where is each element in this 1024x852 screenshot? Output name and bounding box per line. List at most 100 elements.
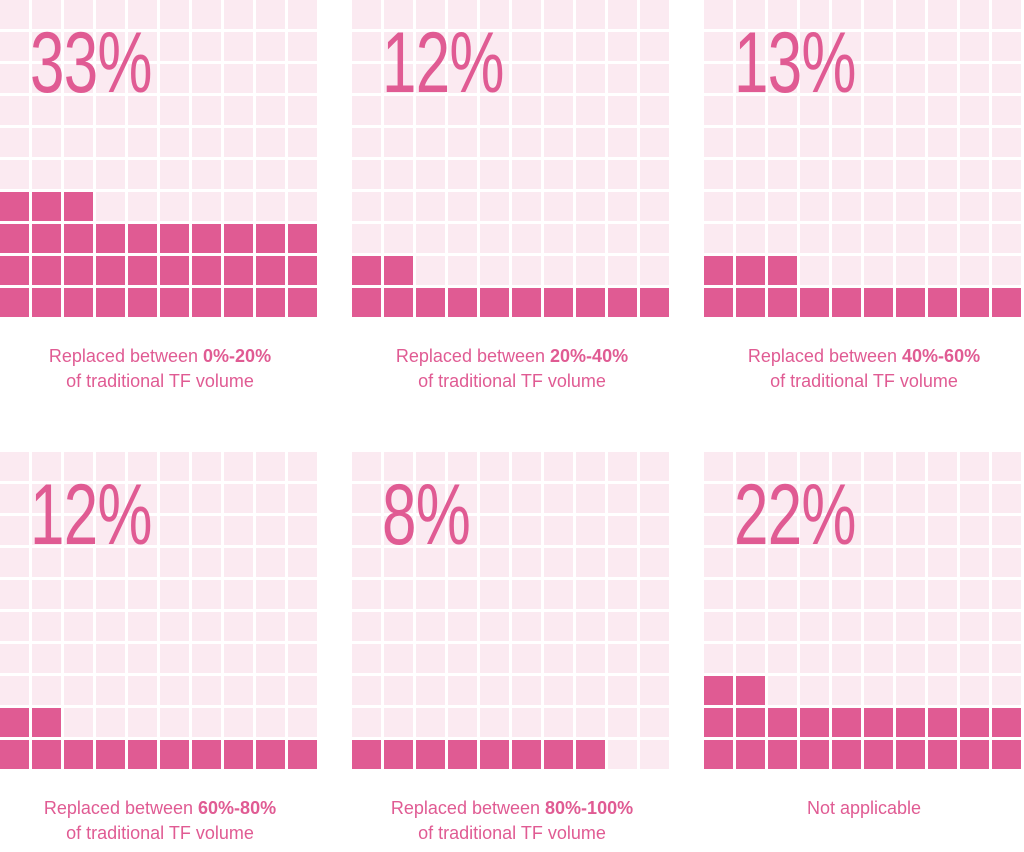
- waffle-cell-empty: [544, 676, 573, 705]
- waffle-cell-empty: [640, 676, 669, 705]
- waffle-cell-filled: [384, 288, 413, 317]
- waffle-cell-filled: [192, 224, 221, 253]
- waffle-cell-empty: [640, 128, 669, 157]
- waffle-cell-empty: [224, 644, 253, 673]
- waffle-cell-empty: [384, 548, 413, 577]
- waffle-cell-empty: [960, 96, 989, 125]
- waffle-cell-empty: [288, 160, 317, 189]
- waffle-cell-empty: [128, 516, 157, 545]
- waffle-cell-empty: [896, 644, 925, 673]
- waffle-cell-empty: [864, 484, 893, 513]
- waffle-cell-empty: [352, 676, 381, 705]
- waffle-cell-empty: [800, 644, 829, 673]
- waffle-cell-empty: [96, 676, 125, 705]
- waffle-cell-empty: [96, 0, 125, 29]
- waffle-cell-empty: [160, 64, 189, 93]
- waffle-cell-empty: [576, 580, 605, 609]
- waffle-cell-empty: [992, 612, 1021, 641]
- waffle-cell-empty: [128, 484, 157, 513]
- waffle-cell-empty: [128, 0, 157, 29]
- waffle-cell-empty: [704, 644, 733, 673]
- waffle-cell-empty: [896, 224, 925, 253]
- waffle-cell-empty: [768, 32, 797, 61]
- waffle-cell-empty: [864, 192, 893, 221]
- waffle-cell-filled: [64, 288, 93, 317]
- waffle-cell-filled: [192, 256, 221, 285]
- waffle-cell-empty: [608, 256, 637, 285]
- caption-prefix: Replaced between: [43, 798, 194, 818]
- waffle-cell-empty: [544, 644, 573, 673]
- waffle-cell-empty: [448, 128, 477, 157]
- waffle-grid: [352, 0, 672, 320]
- waffle-cell-empty: [768, 192, 797, 221]
- waffle-cell-empty: [640, 96, 669, 125]
- percentage-label: 8%: [382, 467, 471, 563]
- waffle-cell-empty: [480, 32, 509, 61]
- waffle-cell-empty: [544, 516, 573, 545]
- waffle-cell-empty: [896, 128, 925, 157]
- waffle-cell-empty: [96, 32, 125, 61]
- caption: Not applicable: [684, 796, 1024, 821]
- waffle-cell-filled: [704, 256, 733, 285]
- waffle-cell-empty: [640, 224, 669, 253]
- waffle-cell-filled: [160, 740, 189, 769]
- waffle-cell-empty: [512, 0, 541, 29]
- waffle-cell-empty: [480, 644, 509, 673]
- waffle-cell-filled: [224, 288, 253, 317]
- waffle-cell-empty: [448, 452, 477, 481]
- waffle-cell-empty: [544, 96, 573, 125]
- waffle-cell-empty: [256, 516, 285, 545]
- waffle-cell-empty: [608, 740, 637, 769]
- waffle-cell-empty: [352, 548, 381, 577]
- waffle-cell-empty: [928, 0, 957, 29]
- waffle-cell-empty: [288, 32, 317, 61]
- waffle-cell-empty: [736, 32, 765, 61]
- waffle-cell-empty: [64, 516, 93, 545]
- waffle-cell-empty: [352, 644, 381, 673]
- waffle-cell-filled: [512, 288, 541, 317]
- waffle-cell-empty: [928, 548, 957, 577]
- waffle-cell-empty: [896, 452, 925, 481]
- waffle-cell-empty: [512, 484, 541, 513]
- waffle-cell-empty: [416, 96, 445, 125]
- waffle-cell-filled: [32, 224, 61, 253]
- waffle-cell-empty: [896, 160, 925, 189]
- waffle-grid: [0, 452, 320, 772]
- waffle-cell-filled: [896, 740, 925, 769]
- waffle-cell-empty: [256, 452, 285, 481]
- waffle-cell-empty: [832, 256, 861, 285]
- waffle-cell-empty: [960, 484, 989, 513]
- waffle-cell-empty: [288, 516, 317, 545]
- waffle-cell-empty: [448, 192, 477, 221]
- waffle-cell-empty: [480, 452, 509, 481]
- waffle-cell-empty: [928, 128, 957, 157]
- waffle-cell-empty: [256, 484, 285, 513]
- waffle-cell-empty: [0, 516, 29, 545]
- waffle-cell-empty: [384, 64, 413, 93]
- waffle-cell-empty: [416, 224, 445, 253]
- waffle-cell-empty: [640, 740, 669, 769]
- waffle-cell-empty: [256, 192, 285, 221]
- waffle-cell-empty: [64, 484, 93, 513]
- waffle-cell-empty: [192, 484, 221, 513]
- waffle-cell-empty: [992, 580, 1021, 609]
- waffle-cell-empty: [128, 548, 157, 577]
- waffle-cell-empty: [128, 644, 157, 673]
- waffle-cell-empty: [640, 644, 669, 673]
- waffle-cell-empty: [512, 612, 541, 641]
- waffle-cell-filled: [800, 288, 829, 317]
- waffle-cell-empty: [960, 256, 989, 285]
- waffle-cell-empty: [704, 548, 733, 577]
- waffle-cell-filled: [224, 256, 253, 285]
- waffle-cell-empty: [352, 128, 381, 157]
- waffle-cell-empty: [32, 548, 61, 577]
- waffle-cell-filled: [256, 288, 285, 317]
- waffle-grid: [704, 0, 1024, 320]
- waffle-cell-filled: [448, 288, 477, 317]
- waffle-cell-filled: [288, 288, 317, 317]
- waffle-cell-empty: [608, 32, 637, 61]
- waffle-cell-filled: [736, 288, 765, 317]
- waffle-cell-empty: [960, 128, 989, 157]
- waffle-cell-empty: [704, 128, 733, 157]
- waffle-cell-empty: [544, 160, 573, 189]
